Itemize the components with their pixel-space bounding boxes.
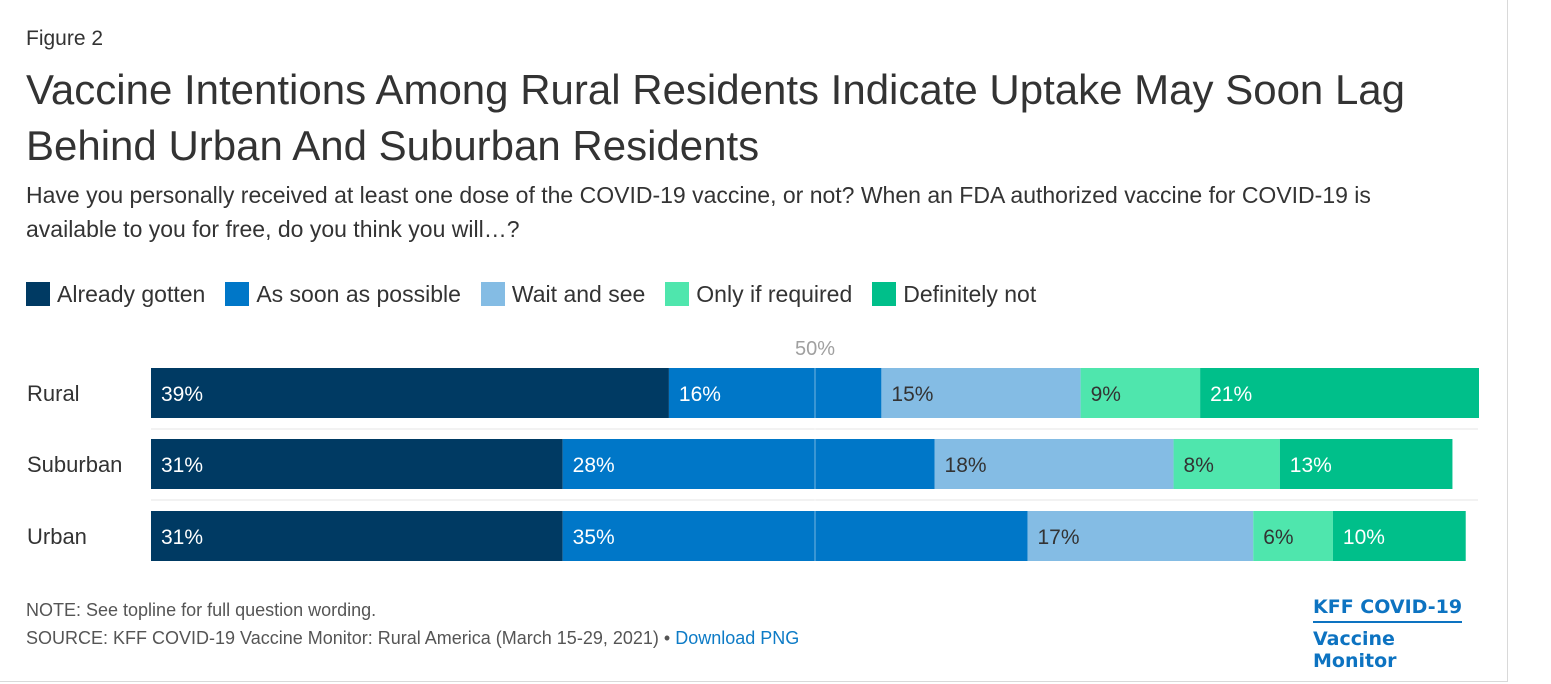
bar-segment [151, 439, 563, 489]
data-label: 39% [161, 383, 203, 406]
data-label: 6% [1263, 526, 1293, 549]
source-text: SOURCE: KFF COVID-19 Vaccine Monitor: Ru… [26, 628, 671, 648]
bar-segment [151, 368, 669, 418]
kff-vaccine-monitor-logo: KFF COVID-19 Vaccine Monitor [1313, 596, 1483, 672]
bar-segment [1027, 511, 1254, 561]
legend: Already gotten As soon as possible Wait … [26, 279, 1056, 309]
bar-segment [881, 368, 1081, 418]
chart-title: Vaccine Intentions Among Rural Residents… [26, 66, 1406, 169]
data-label: 8% [1184, 454, 1214, 477]
legend-swatch [225, 282, 250, 306]
legend-item-as-soon-as-possible: As soon as possible [225, 281, 461, 308]
chart-subtitle: Have you personally received at least on… [26, 182, 1371, 242]
figure-card: Figure 2 Vaccine Intentions Among Rural … [0, 0, 1508, 682]
legend-item-definitely-not: Definitely not [872, 281, 1036, 308]
bar-segment [668, 368, 882, 418]
data-label: 17% [1037, 526, 1079, 549]
data-label: 18% [945, 454, 987, 477]
category-label: Suburban [27, 452, 122, 477]
bar-segment [934, 439, 1174, 489]
data-label: 10% [1343, 526, 1385, 549]
data-label: 9% [1091, 383, 1121, 406]
brand-line-2: Vaccine Monitor [1313, 628, 1397, 672]
bar-segment [1332, 511, 1466, 561]
legend-label: As soon as possible [256, 280, 461, 307]
bar-segment [1200, 368, 1479, 418]
bar-segment [1173, 439, 1280, 489]
bar-segment [562, 511, 1028, 561]
bar-segment [1253, 511, 1333, 561]
stacked-bar-chart: Rural 39% 16% 15% 9% 21% Suburban 31% 28% 18% 8% 13… [27, 338, 1479, 561]
bar-segment [151, 511, 563, 561]
legend-label: Only if required [696, 280, 853, 307]
data-label: 15% [891, 383, 933, 406]
legend-swatch [665, 282, 690, 306]
data-label: 21% [1210, 383, 1252, 406]
data-label: 31% [161, 526, 203, 549]
figure-label: Figure 2 [26, 27, 104, 50]
chart-source: SOURCE: KFF COVID-19 Vaccine Monitor: Ru… [26, 628, 799, 649]
category-label: Urban [27, 524, 87, 549]
bar-segment [1279, 439, 1453, 489]
bar-segment [562, 439, 935, 489]
chart-note: NOTE: See topline for full question word… [26, 600, 377, 620]
legend-swatch [480, 282, 505, 306]
legend-label: Definitely not [903, 280, 1037, 307]
data-label: 28% [573, 454, 615, 477]
legend-item-only-if-required: Only if required [665, 281, 852, 308]
legend-swatch [26, 282, 50, 306]
reference-line-label: 50% [795, 338, 835, 360]
category-label: Rural [27, 381, 80, 406]
brand-line-1: KFF COVID-19 [1313, 596, 1463, 623]
legend-swatch [872, 282, 897, 306]
download-png-link[interactable]: Download PNG [675, 628, 800, 648]
legend-label: Already gotten [57, 280, 206, 307]
data-label: 31% [161, 454, 203, 477]
data-label: 13% [1290, 454, 1332, 477]
legend-item-wait-and-see: Wait and see [480, 280, 646, 308]
data-label: 16% [679, 383, 721, 406]
data-label: 35% [573, 526, 615, 549]
legend-label: Wait and see [511, 280, 646, 307]
legend-item-already-gotten: Already gotten [26, 281, 205, 308]
bar-segment [1080, 368, 1201, 418]
